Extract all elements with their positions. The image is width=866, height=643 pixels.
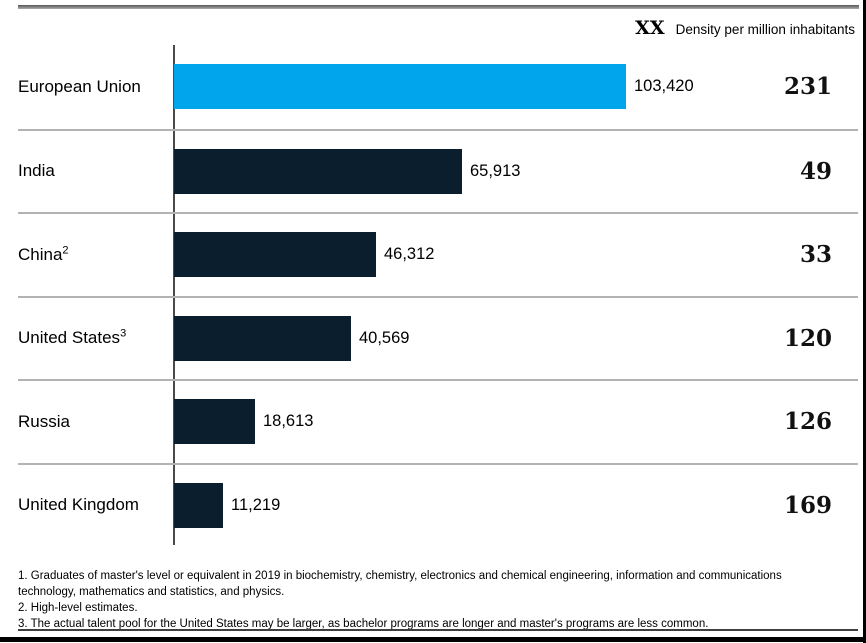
footnotes: 1. Graduates of master's level or equiva…: [18, 568, 850, 632]
category-label-text: Russia: [18, 411, 70, 431]
category-label: United States3: [18, 328, 173, 348]
bar: [174, 232, 376, 278]
category-label-text: European Union: [18, 76, 141, 96]
category-label-text: United Kingdom: [18, 495, 139, 515]
right-border: [863, 0, 866, 643]
category-footnote-marker: 2: [62, 244, 69, 257]
density-value: 231: [783, 73, 832, 101]
density-value: 49: [799, 157, 832, 185]
bar: [174, 64, 626, 110]
bar-value-label: 40,569: [359, 328, 410, 347]
bar-value-label: 46,312: [384, 245, 435, 264]
bar: [174, 148, 462, 194]
bar-value-label: 103,420: [634, 77, 694, 96]
table-row: China2 46,312 33: [18, 212, 858, 296]
footnote-line: 3. The actual talent pool for the United…: [18, 618, 709, 630]
category-label: Russia: [18, 412, 173, 432]
density-legend-marker: XX: [635, 17, 665, 39]
bar: [174, 482, 223, 528]
footnote-divider-rule: [18, 629, 858, 631]
bar-zone: 11,219: [173, 465, 758, 547]
category-label: China2: [18, 245, 173, 265]
category-label-text: United States: [18, 328, 121, 348]
density-value: 120: [783, 324, 832, 352]
value-axis-baseline: [173, 45, 175, 545]
category-label: India: [18, 161, 173, 181]
category-label-text: India: [18, 161, 55, 181]
category-label-text: China: [18, 244, 63, 264]
bar: [174, 399, 255, 445]
density-value: 169: [783, 491, 832, 519]
footnote-line: 2. High-level estimates.: [18, 602, 138, 614]
category-footnote-marker: 3: [120, 327, 127, 340]
bar-value-label: 11,219: [231, 495, 281, 514]
bar: [174, 315, 351, 361]
bar-zone: 18,613: [173, 381, 758, 463]
chart-legend: XX Density per million inhabitants: [635, 17, 855, 39]
bar-zone: 65,913: [173, 131, 758, 213]
table-row: India 65,913 49: [18, 128, 858, 213]
bar-zone: 46,312: [173, 214, 758, 296]
density-value: 126: [783, 408, 832, 436]
bottom-border: [0, 637, 866, 642]
bar-rows: European Union 103,420 231 India 65,913 …: [18, 45, 858, 546]
category-label: United Kingdom: [18, 495, 173, 515]
bar-zone: 40,569: [173, 298, 758, 380]
bar-zone: 103,420: [173, 45, 758, 129]
footnote-line: 1. Graduates of master's level or equiva…: [18, 570, 782, 582]
bar-value-label: 65,913: [470, 161, 521, 180]
footnote-line: technology, mathematics and statistics, …: [18, 586, 285, 598]
bar-value-label: 18,613: [263, 412, 314, 431]
table-row: United States3 40,569 120: [18, 295, 858, 380]
category-label: European Union: [18, 77, 173, 97]
table-row: European Union 103,420 231: [18, 45, 858, 129]
table-row: Russia 18,613 126: [18, 379, 858, 463]
density-legend-label: Density per million inhabitants: [675, 22, 855, 37]
table-row: United Kingdom 11,219 169: [18, 462, 858, 547]
top-divider-rule: [18, 5, 859, 9]
density-value: 33: [799, 241, 832, 269]
